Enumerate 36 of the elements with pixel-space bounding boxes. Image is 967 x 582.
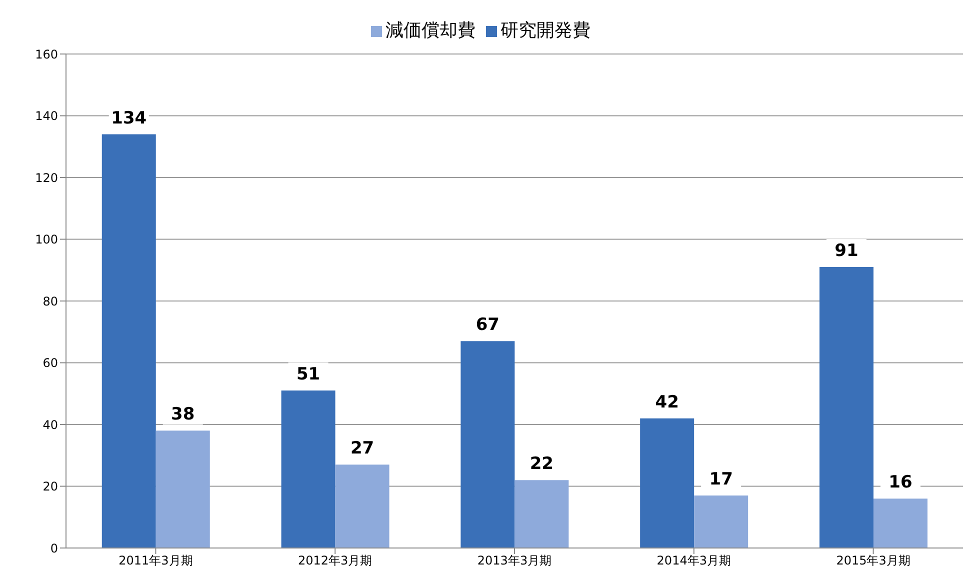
bar — [694, 496, 748, 548]
x-tick-label: 2014年3月期 — [656, 554, 731, 568]
y-tick-label: 60 — [42, 356, 58, 370]
bar — [156, 430, 210, 548]
data-label: 67 — [476, 315, 500, 336]
data-label: 27 — [350, 438, 374, 459]
bar — [514, 480, 569, 548]
y-tick-label: 140 — [35, 109, 58, 124]
bar — [460, 341, 515, 548]
data-label: 17 — [709, 470, 733, 490]
x-tick-label: 2012年3月期 — [298, 554, 372, 568]
y-tick-label: 120 — [35, 170, 58, 185]
y-tick-label: 20 — [42, 480, 58, 494]
x-tick-label: 2015年3月期 — [836, 554, 910, 568]
y-tick-label: 100 — [35, 232, 58, 247]
bar — [281, 390, 336, 548]
y-tick-label: 0 — [50, 541, 58, 556]
y-tick-label: 80 — [42, 294, 58, 308]
y-tick-label: 160 — [35, 47, 58, 62]
data-label: 42 — [655, 392, 679, 412]
x-tick-label: 2013年3月期 — [477, 554, 552, 568]
legend-label: 研究開発費 — [500, 20, 590, 41]
bar — [873, 498, 928, 548]
y-tick-label: 40 — [42, 418, 58, 432]
data-label: 22 — [530, 454, 554, 474]
legend-label: 減価償却費 — [386, 20, 476, 41]
data-label: 51 — [296, 364, 320, 385]
data-label: 91 — [834, 241, 858, 262]
bar — [640, 418, 694, 548]
data-label: 38 — [171, 404, 195, 425]
data-label: 134 — [111, 108, 147, 128]
bar — [819, 267, 874, 548]
data-label: 16 — [888, 472, 912, 493]
x-tick-label: 2011年3月期 — [118, 554, 193, 568]
bar — [335, 464, 390, 548]
bar — [102, 134, 156, 548]
